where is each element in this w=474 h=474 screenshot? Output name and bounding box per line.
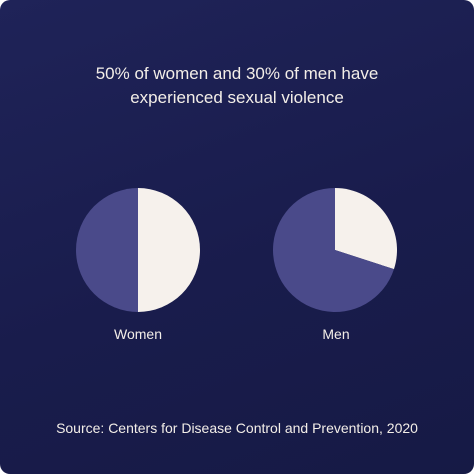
pie-label-women: Women bbox=[114, 326, 162, 342]
pie-slice-women-share bbox=[138, 188, 200, 312]
pie-women bbox=[76, 188, 200, 312]
pie-slice-women-remainder bbox=[76, 188, 138, 312]
pie-slice-men-remainder bbox=[273, 188, 394, 312]
chart-title: 50% of women and 30% of men have experie… bbox=[95, 64, 379, 107]
pie-men bbox=[273, 188, 397, 312]
pie-label-men: Men bbox=[322, 326, 350, 342]
pie-slice-men-share bbox=[335, 188, 397, 270]
source-note: Source: Centers for Disease Control and … bbox=[56, 420, 418, 436]
